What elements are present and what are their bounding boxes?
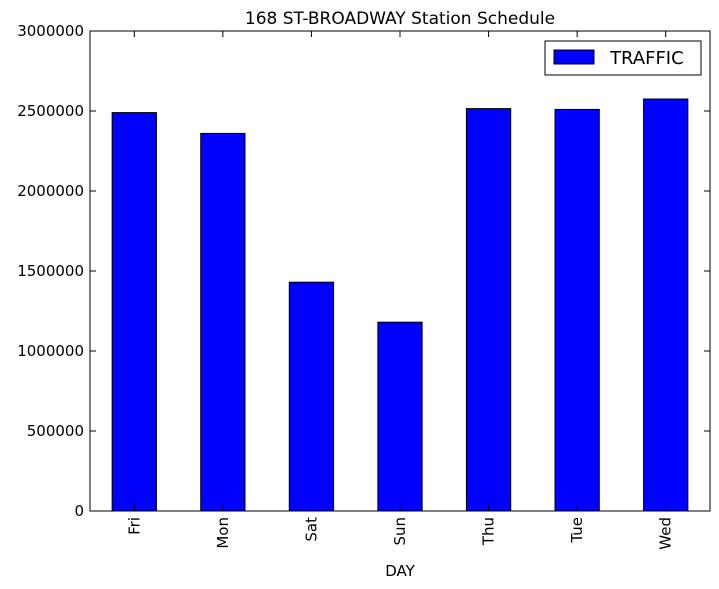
chart-title: 168 ST-BROADWAY Station Schedule <box>245 9 555 29</box>
legend-label: TRAFFIC <box>609 48 684 69</box>
legend-swatch <box>553 49 595 65</box>
x-tick-label-sun: Sun <box>391 517 409 546</box>
y-axis: 0 500000 1000000 1500000 2000000 2500000 30000… <box>17 22 710 520</box>
bar-fri <box>111 112 157 512</box>
plot-frame <box>89 30 711 512</box>
legend: TRAFFIC <box>544 40 702 76</box>
bar-thu <box>465 108 512 512</box>
x-axis: Fri Mon Sat Sun Thu Tue Wed <box>125 31 675 550</box>
bar-mon <box>200 132 246 512</box>
bar-tue <box>554 108 600 512</box>
bar-sun <box>377 321 423 512</box>
y-tick-label: 500000 <box>27 422 84 440</box>
x-tick-label-thu: Thu <box>480 517 498 546</box>
x-tick-label-fri: Fri <box>125 517 143 535</box>
x-tick-label-tue: Tue <box>568 517 586 544</box>
y-tick-label: 1500000 <box>17 262 84 280</box>
y-tick-label: 3000000 <box>17 22 84 40</box>
y-tick-label: 2500000 <box>17 102 84 120</box>
bar-sat <box>288 281 335 512</box>
y-tick-label: 0 <box>74 502 84 520</box>
bars-group <box>111 98 689 512</box>
x-tick-label-mon: Mon <box>214 517 232 549</box>
x-tick-label-wed: Wed <box>657 517 675 550</box>
x-tick-label-sat: Sat <box>302 517 320 542</box>
y-tick-label: 1000000 <box>17 342 84 360</box>
y-tick-label: 2000000 <box>17 182 84 200</box>
x-axis-label: DAY <box>385 562 415 580</box>
bar-wed <box>643 98 689 512</box>
